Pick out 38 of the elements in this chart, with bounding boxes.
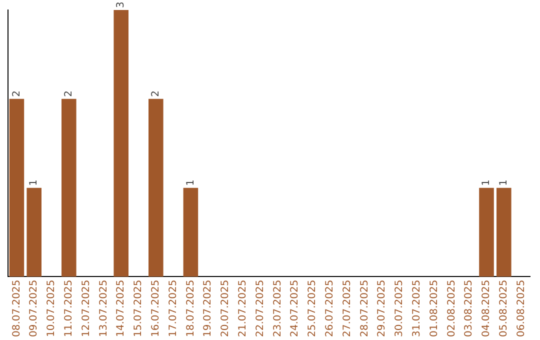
x-tick-label: 02.08.2025 bbox=[446, 280, 458, 338]
x-tick-label: 24.07.2025 bbox=[290, 280, 301, 338]
data-label: 2 bbox=[11, 90, 22, 97]
x-tick-label: 05.08.2025 bbox=[498, 280, 510, 338]
x-tick-label: 23.07.2025 bbox=[272, 280, 284, 338]
x-tick-label: 12.07.2025 bbox=[80, 280, 92, 338]
x-tick-label: 30.07.2025 bbox=[394, 280, 406, 338]
data-label: 1 bbox=[481, 179, 492, 186]
x-tick-label: 13.07.2025 bbox=[98, 280, 110, 338]
x-tick-label: 09.07.2025 bbox=[28, 280, 40, 338]
x-tick-label: 01.08.2025 bbox=[428, 280, 440, 338]
x-tick-label: 22.07.2025 bbox=[254, 280, 266, 338]
x-tick-label: 18.07.2025 bbox=[185, 280, 196, 338]
x-tick-label: 31.07.2025 bbox=[411, 280, 422, 338]
x-tick-label: 15.07.2025 bbox=[133, 280, 144, 338]
data-label: 1 bbox=[498, 179, 510, 186]
data-label: 1 bbox=[185, 179, 196, 186]
data-label: 1 bbox=[28, 179, 40, 186]
x-tick-label: 06.08.2025 bbox=[516, 280, 527, 338]
x-tick-label: 16.07.2025 bbox=[150, 280, 162, 338]
data-label: 3 bbox=[116, 2, 127, 8]
x-tick-label: 26.07.2025 bbox=[324, 280, 336, 338]
x-tick-label: 29.07.2025 bbox=[376, 280, 388, 338]
x-tick-label: 17.07.2025 bbox=[168, 280, 179, 338]
x-tick-label: 27.07.2025 bbox=[342, 280, 353, 338]
x-tick-label: 11.07.2025 bbox=[63, 280, 74, 338]
x-tick-label: 04.08.2025 bbox=[481, 280, 492, 338]
x-tick-label: 14.07.2025 bbox=[116, 280, 127, 338]
x-tick-label: 08.07.2025 bbox=[11, 280, 22, 338]
data-label: 2 bbox=[150, 90, 162, 97]
x-tick-label: 21.07.2025 bbox=[237, 280, 248, 338]
data-label: 2 bbox=[63, 90, 74, 97]
x-tick-label: 25.07.2025 bbox=[307, 280, 318, 338]
x-tick-label: 03.08.2025 bbox=[464, 280, 475, 338]
x-tick-label: 10.07.2025 bbox=[46, 280, 58, 338]
x-tick-label: 20.07.2025 bbox=[220, 280, 232, 338]
x-tick-label: 28.07.2025 bbox=[359, 280, 370, 338]
x-tick-label: 19.07.2025 bbox=[202, 280, 214, 338]
